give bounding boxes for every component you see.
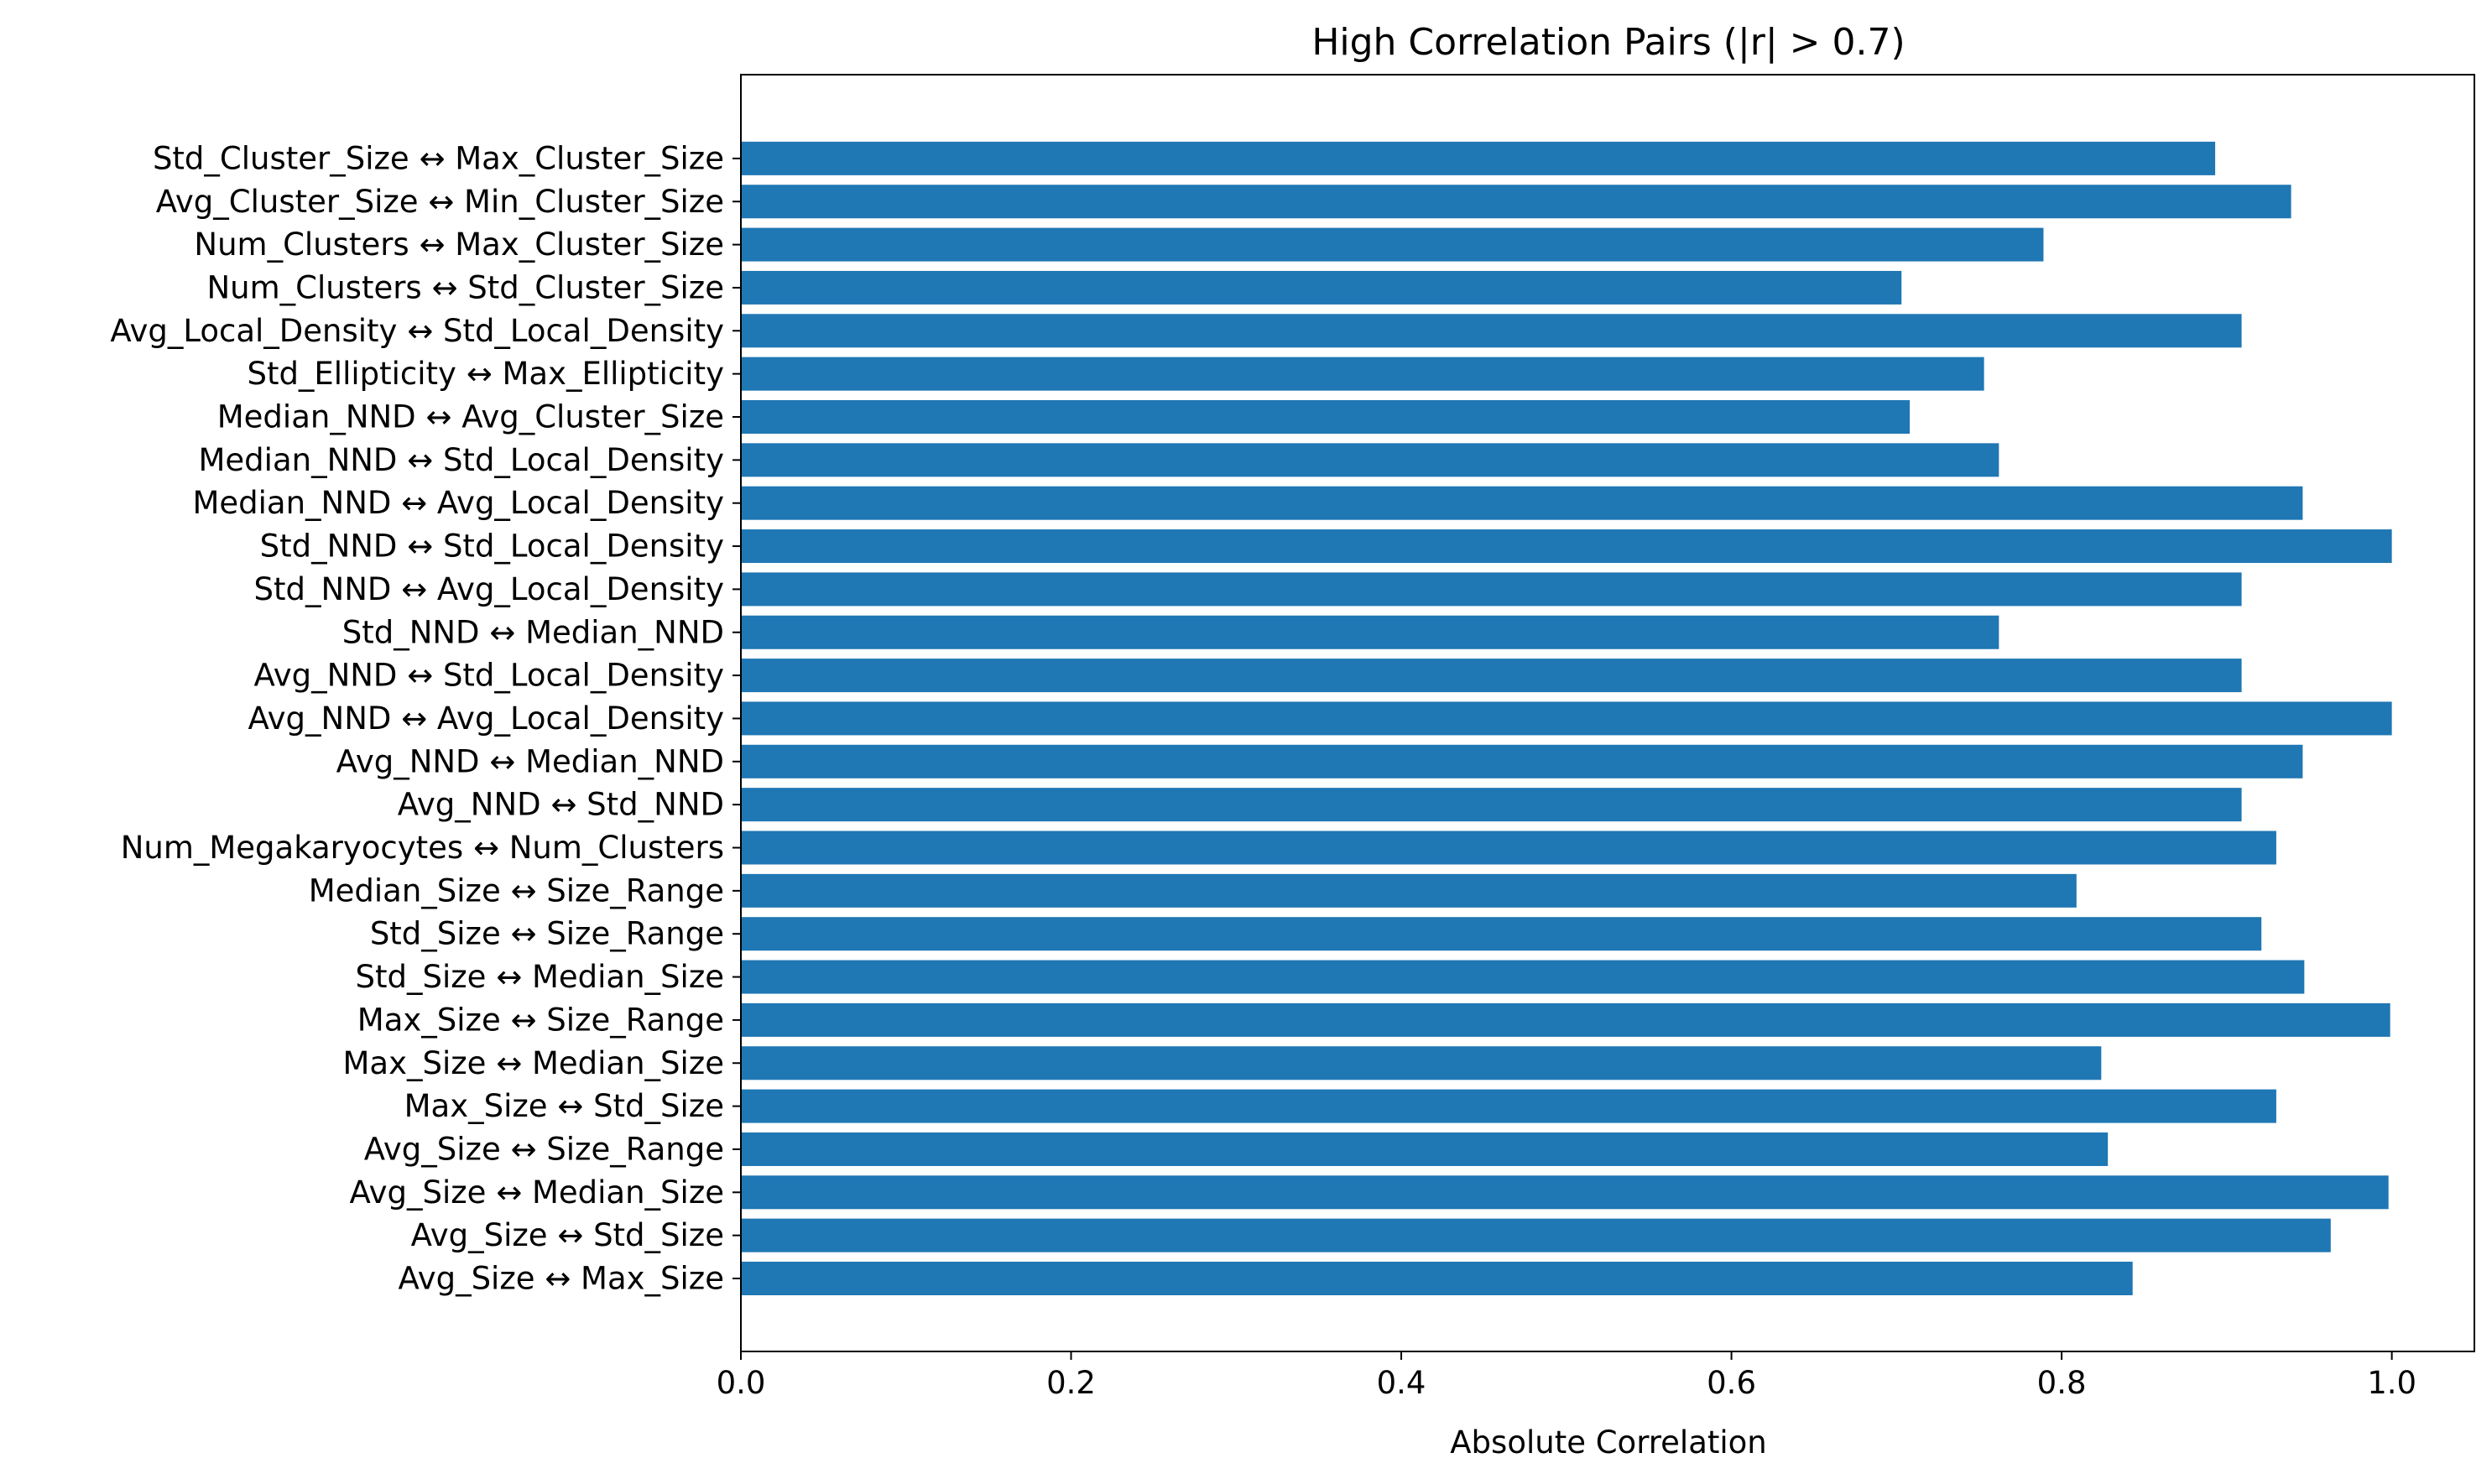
y-tick-label: Max_Size ↔ Std_Size <box>404 1088 724 1124</box>
chart-title: High Correlation Pairs (|r| > 0.7) <box>1311 21 1905 64</box>
bar <box>741 917 2262 951</box>
bar <box>741 873 2077 908</box>
bar <box>741 227 2044 262</box>
y-tick-label: Num_Clusters ↔ Max_Cluster_Size <box>194 227 724 263</box>
bar <box>741 357 1984 391</box>
y-tick-label: Std_Cluster_Size ↔ Max_Cluster_Size <box>153 140 724 176</box>
y-tick-label: Avg_NND ↔ Std_NND <box>398 787 724 823</box>
x-tick-label: 0.2 <box>1046 1365 1096 1401</box>
y-tick-label: Avg_Local_Density ↔ Std_Local_Density <box>110 313 724 349</box>
y-tick-label: Median_NND ↔ Avg_Cluster_Size <box>217 399 724 435</box>
x-axis-ticks: 0.0 0.2 0.4 0.6 0.8 1.0 <box>717 1351 2416 1401</box>
x-tick-label: 0.8 <box>2037 1365 2087 1401</box>
y-tick-label: Std_Size ↔ Median_Size <box>356 959 724 995</box>
bar <box>741 141 2216 175</box>
bar <box>741 572 2242 607</box>
x-tick-label: 1.0 <box>2367 1365 2416 1401</box>
bar <box>741 486 2303 520</box>
y-tick-label: Median_Size ↔ Size_Range <box>309 872 724 909</box>
y-tick-label: Avg_NND ↔ Avg_Local_Density <box>248 700 724 737</box>
bar <box>741 701 2392 736</box>
bars-layer <box>741 141 2392 1295</box>
bar <box>741 314 2242 348</box>
bar <box>741 1002 2390 1037</box>
y-tick-label: Std_Size ↔ Size_Range <box>370 916 724 952</box>
y-tick-label: Median_NND ↔ Std_Local_Density <box>199 442 725 478</box>
y-tick-label: Avg_NND ↔ Std_Local_Density <box>254 658 724 694</box>
y-tick-label: Avg_Size ↔ Median_Size <box>349 1174 724 1211</box>
bar <box>741 443 1999 477</box>
bar <box>741 831 2276 865</box>
bar <box>741 1262 2133 1295</box>
bar <box>741 400 1911 434</box>
bar <box>741 1175 2389 1210</box>
y-tick-label: Std_NND ↔ Median_NND <box>342 614 724 650</box>
bar <box>741 788 2242 822</box>
bar <box>741 960 2305 994</box>
bar <box>741 1046 2102 1080</box>
y-tick-label: Std_Ellipticity ↔ Max_Ellipticity <box>247 356 724 392</box>
bar <box>741 659 2242 693</box>
y-tick-label: Median_NND ↔ Avg_Local_Density <box>192 485 724 521</box>
bar <box>741 270 1902 305</box>
y-tick-label: Std_NND ↔ Avg_Local_Density <box>254 571 724 607</box>
bar <box>741 1089 2276 1123</box>
y-tick-label: Avg_Cluster_Size ↔ Min_Cluster_Size <box>156 184 724 220</box>
y-tick-label: Avg_Size ↔ Size_Range <box>364 1131 724 1167</box>
x-tick-label: 0.6 <box>1707 1365 1756 1401</box>
bar <box>741 529 2392 564</box>
y-tick-label: Avg_Size ↔ Std_Size <box>411 1217 724 1253</box>
plot-frame <box>740 74 2475 1352</box>
y-tick-label: Num_Megakaryocytes ↔ Num_Clusters <box>121 830 724 866</box>
x-tick-label: 0.0 <box>717 1365 766 1401</box>
x-tick-label: 0.4 <box>1377 1365 1426 1401</box>
bar <box>741 615 1999 649</box>
y-tick-label: Max_Size ↔ Median_Size <box>343 1045 725 1081</box>
y-tick-label: Avg_Size ↔ Max_Size <box>399 1261 724 1297</box>
y-tick-label: Std_NND ↔ Std_Local_Density <box>260 529 724 565</box>
y-tick-label: Avg_NND ↔ Median_NND <box>336 743 724 779</box>
bar <box>741 744 2303 778</box>
y-tick-label: Num_Clusters ↔ Std_Cluster_Size <box>206 269 724 305</box>
y-tick-label: Max_Size ↔ Size_Range <box>357 1002 724 1038</box>
y-axis-ticks: Avg_Size ↔ Max_Size Avg_Size ↔ Std_Size Av… <box>110 140 741 1297</box>
bar <box>741 185 2291 219</box>
x-axis-label: Absolute Correlation <box>1450 1424 1767 1461</box>
bar <box>741 1218 2331 1252</box>
bar <box>741 1132 2109 1166</box>
